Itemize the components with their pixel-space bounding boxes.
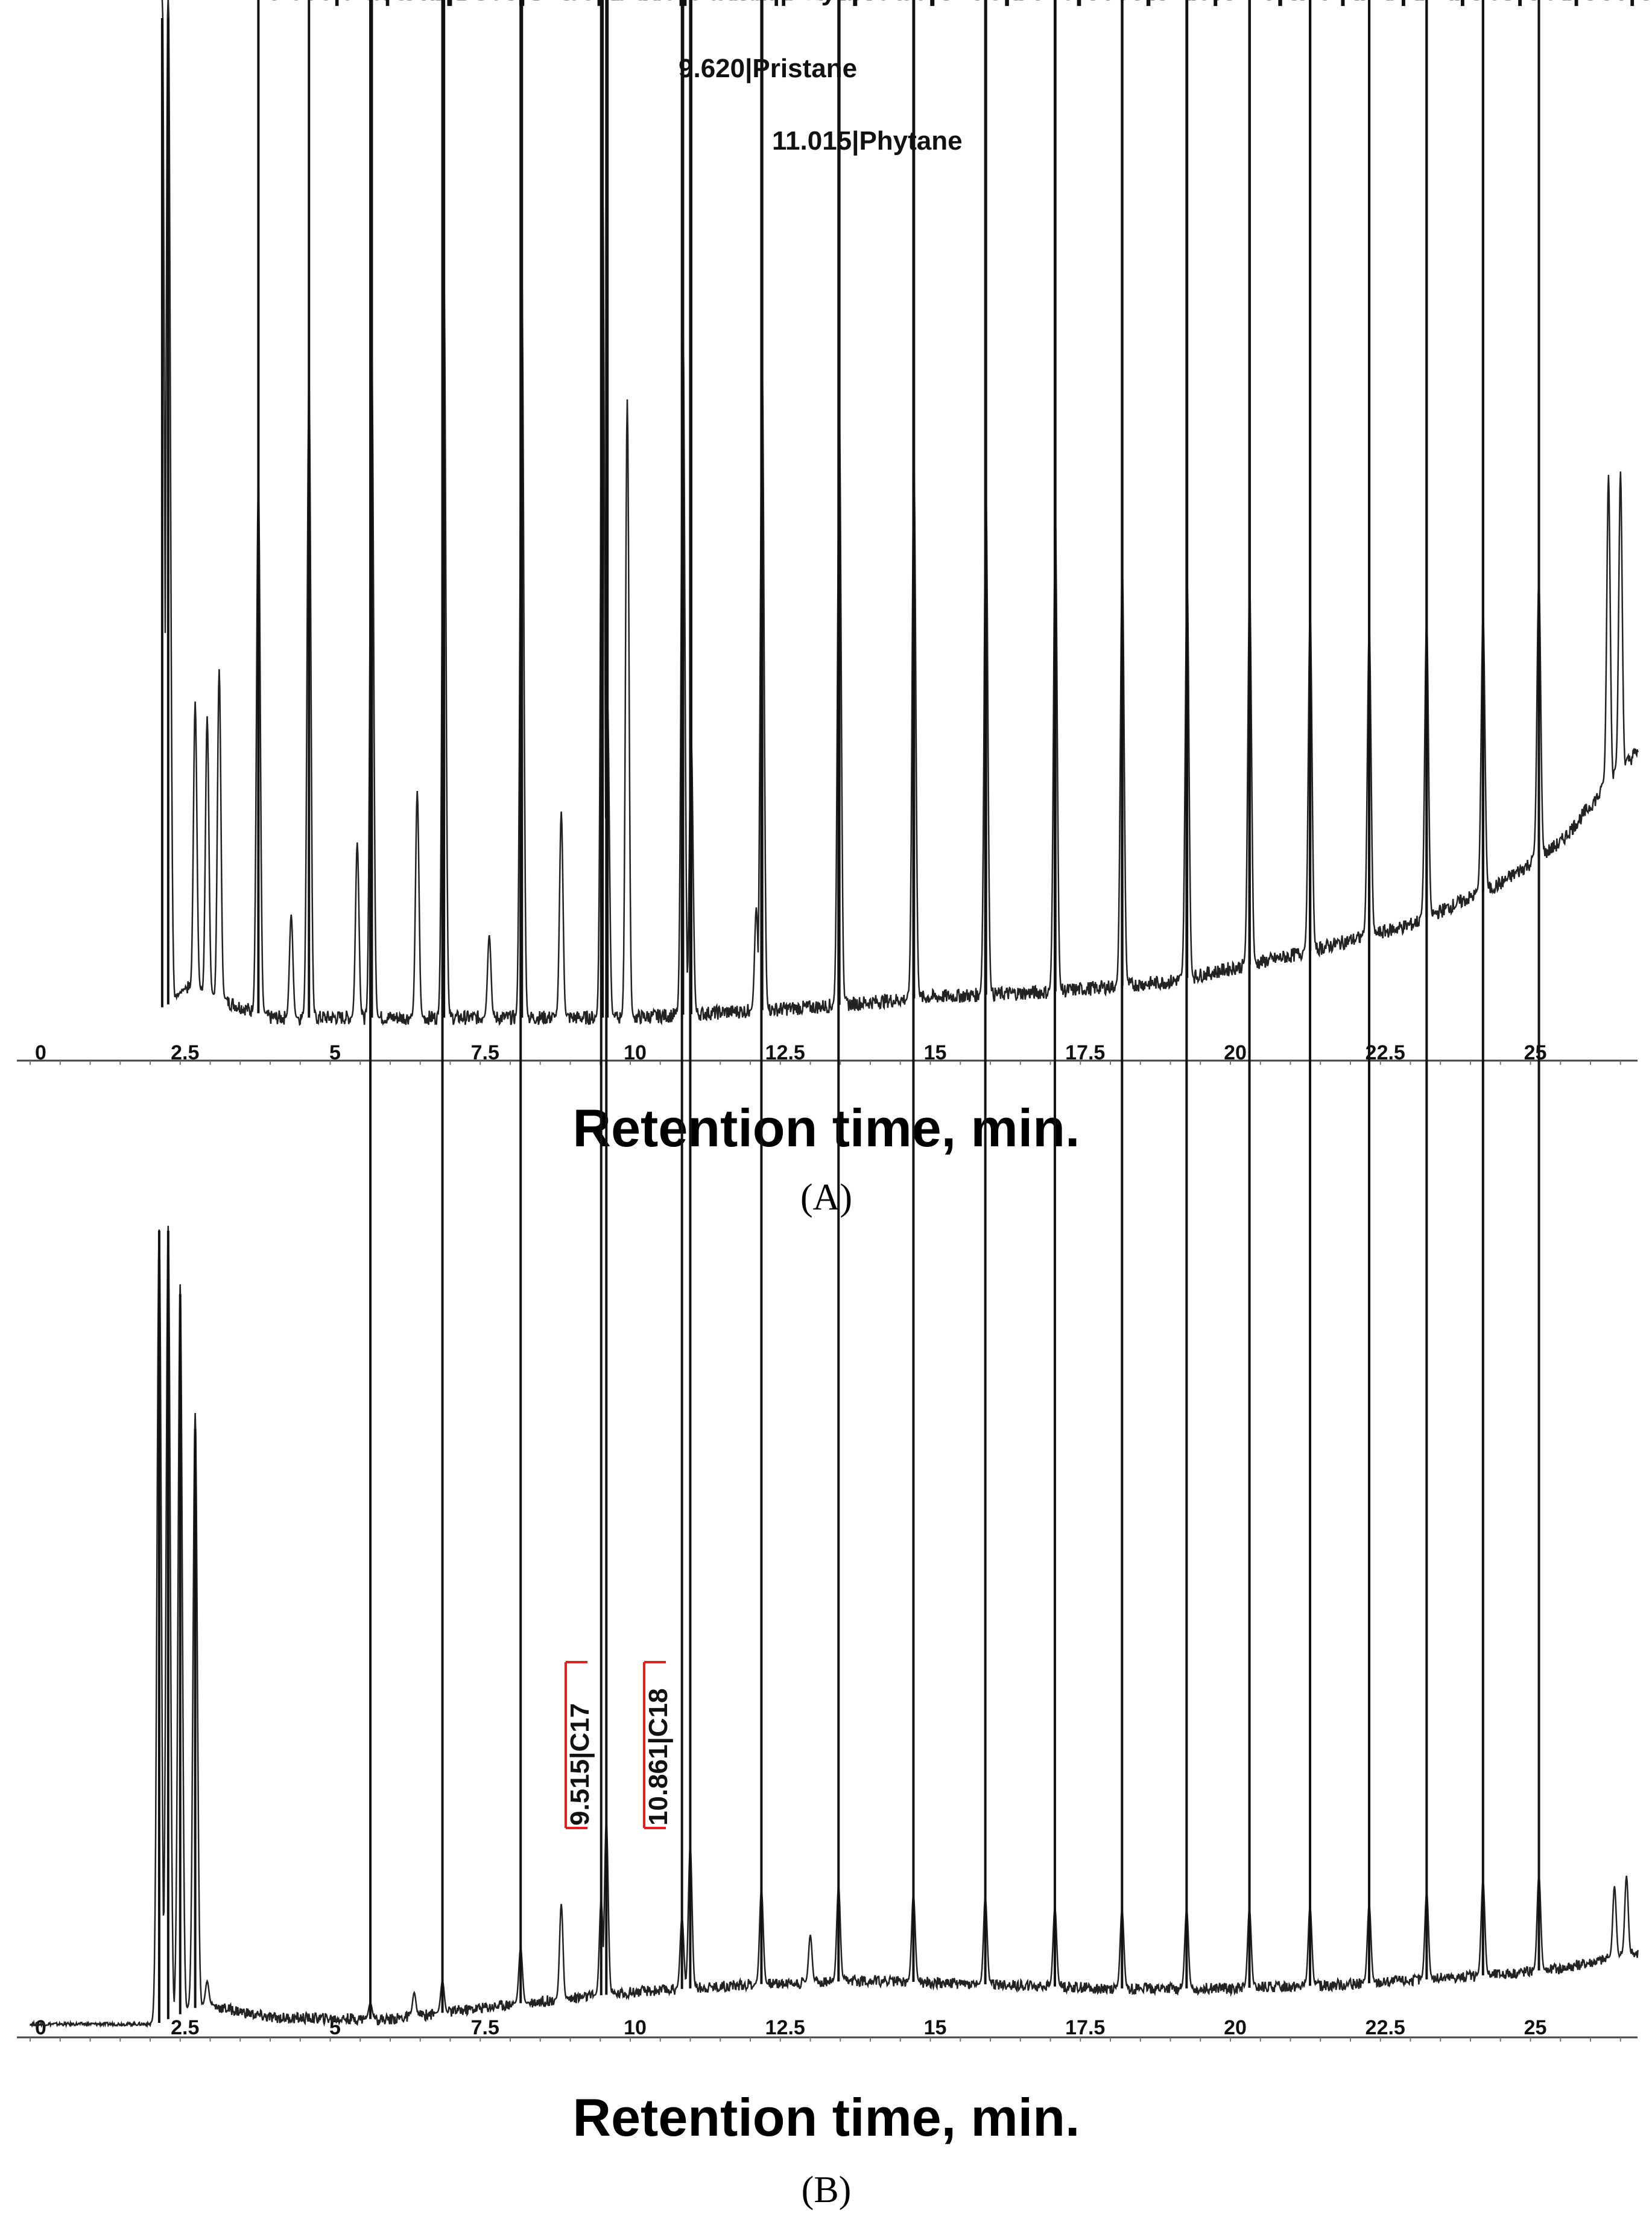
x-tick-label: 17.5 [1065, 1041, 1105, 1064]
bracket-callout [643, 1661, 666, 1829]
peak-label: 8.194|C16 [530, 0, 653, 7]
peak-label: 8.173|C16 [529, 0, 651, 7]
peak-label: 17.075|C23 [1063, 0, 1201, 7]
peak-label: 23.270|C29 [1435, 0, 1572, 7]
peak-label: 6.896|C15 [452, 0, 575, 7]
x-tick-label: 20 [1224, 1041, 1247, 1064]
peak-label: 15.927|C22 [995, 0, 1132, 7]
peak-label: 5.669|C14 [379, 0, 502, 7]
x-tick-label: 7.5 [471, 2016, 499, 2039]
peak-label: 19.278|C25 [1195, 0, 1333, 7]
x-tick-label: 15 [924, 2016, 947, 2039]
x-tick-label: 22.5 [1366, 2016, 1405, 2039]
panel-caption: (A) [800, 1177, 852, 1218]
peak-label: 24.210|C30 [1492, 0, 1629, 7]
x-tick-label: 5 [329, 1041, 341, 1064]
peak-label: 18.198|C24 [1131, 0, 1268, 7]
x-tick-label: 12.5 [765, 1041, 805, 1064]
peak-label: 17.083|C23 [1064, 0, 1201, 7]
peak-label: 10.879|C18 [691, 0, 829, 7]
x-axis-label: Retention time, min. [573, 1098, 1080, 1158]
x-tick-label: 20 [1224, 2016, 1247, 2039]
peak-label: 15.916|C22 [994, 0, 1131, 7]
peak-label: 9.539|C17 [611, 0, 733, 7]
panel-caption: (B) [802, 2169, 852, 2211]
peak-label: 14.727|C21 [922, 0, 1060, 7]
peak-label: 22.313|C28 [1378, 0, 1515, 7]
peak-label: 10.999|Phytane [698, 0, 890, 7]
peak-label: 13.470|C20 [847, 0, 984, 7]
x-tick-label: 10 [624, 1041, 647, 1064]
x-tick-label: 2.5 [171, 1041, 199, 1064]
x-tick-label: 0 [35, 1041, 46, 1064]
peak-label: 20.317|C26 [1258, 0, 1396, 7]
chromatogram-trace [161, 0, 1639, 1026]
x-tick-label: 22.5 [1366, 1041, 1405, 1064]
peak-label: 3.803|BC [267, 0, 379, 7]
peak-label: 23.269|C29 [1435, 0, 1572, 7]
panel-b: 0 2.5 5 7.5 10 12.5 15 17.5 20 22.5 25 5.669|C146.8… [17, 0, 1652, 2211]
x-tick-label: 12.5 [765, 2016, 805, 2039]
panel-a: 0 2.5 5 7.5 10 12.5 15 17.5 20 22.5 25 3.803|BC4.64… [17, 0, 1652, 1218]
x-axis-label: Retention time, min. [573, 2087, 1080, 2147]
x-tick-label: 15 [924, 1041, 947, 1064]
peak-label: 14.718|C21 [922, 0, 1059, 7]
peak-label: 4.646|C13 [317, 0, 440, 7]
peak-label: 13.484|C20 [848, 0, 986, 7]
peak-label: 20.321|C26 [1258, 0, 1396, 7]
peak-label: 24.209|C30 [1492, 0, 1629, 7]
bracket-callout [565, 1661, 587, 1829]
peak-label: 25.141|C31 [1548, 0, 1652, 7]
peak-label: 25.140|C31 [1547, 0, 1652, 7]
peak-label: 9.620|Pristane [679, 54, 857, 84]
x-tick-label: 7.5 [471, 1041, 499, 1064]
peak-label: 21.327|C27 [1318, 0, 1456, 7]
peak-label: 10.861|C18 [644, 1688, 674, 1826]
peak-label: 18.194|C24 [1130, 0, 1268, 7]
x-tick-label: 2.5 [171, 2016, 199, 2039]
x-tick-label: 25 [1524, 2016, 1547, 2039]
peak-label: 11.015|Phytane [772, 126, 963, 156]
x-tick-label: 17.5 [1065, 2016, 1105, 2039]
peak-label: 9.601|Pristane [615, 0, 793, 7]
peak-label: 21.329|C27 [1318, 0, 1456, 7]
peak-label: 9.515|C17 [565, 1703, 595, 1826]
peak-label: 6.870|C15 [451, 0, 574, 7]
chromatogram-trace [29, 1225, 1639, 2028]
peak-label: 19.270|C25 [1195, 0, 1332, 7]
x-tick-label: 10 [624, 2016, 647, 2039]
peak-label: 22.312|C28 [1378, 0, 1515, 7]
x-tick-label: 0 [35, 2016, 46, 2039]
x-tick-label: 25 [1524, 1041, 1547, 1064]
